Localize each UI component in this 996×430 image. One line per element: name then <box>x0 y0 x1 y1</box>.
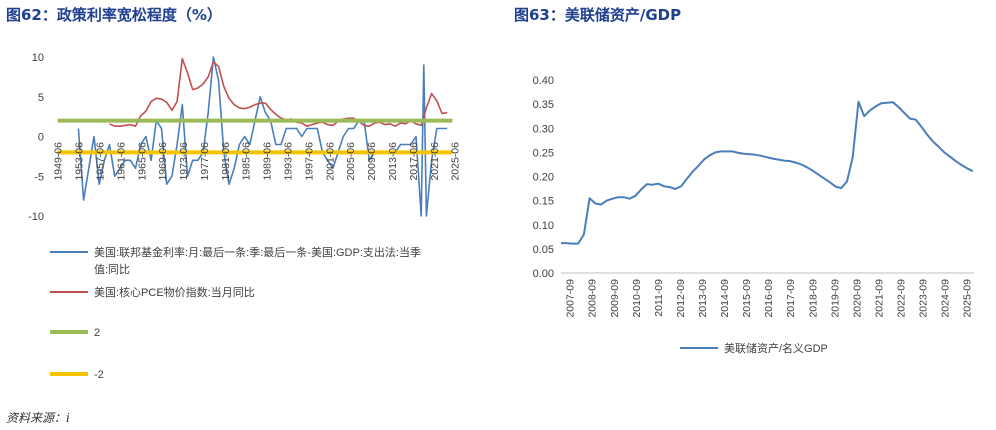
x-tick-label: 2017-09 <box>785 279 797 318</box>
x-tick-label: 2005-06 <box>345 142 357 181</box>
legend-label: -2 <box>94 369 104 381</box>
y-tick-label: 0 <box>38 132 44 144</box>
x-tick-label: 2008-09 <box>587 279 599 318</box>
y-tick-label: 10 <box>32 52 44 64</box>
legend-label: 2 <box>94 327 100 339</box>
x-tick-label: 2014-09 <box>719 279 731 318</box>
y-tick-label: 0.40 <box>533 75 554 87</box>
x-tick-label: 2011-09 <box>653 279 665 317</box>
x-tick-label: 2009-09 <box>609 279 621 318</box>
x-tick-label: 2025-09 <box>962 279 974 318</box>
x-tick-label: 2021-09 <box>873 279 885 318</box>
x-tick-label: 1965-06 <box>136 142 148 181</box>
x-tick-label: 1977-06 <box>199 142 211 181</box>
x-tick-label: 2020-09 <box>851 279 863 318</box>
x-tick-label: 2010-09 <box>631 279 643 318</box>
x-tick-label: 1997-06 <box>303 142 315 181</box>
x-tick-label: 2024-09 <box>940 279 952 318</box>
y-tick-label: 0.15 <box>533 196 554 208</box>
legend-label: 美国:联邦基金利率:月:最后一条:季:最后一条-美国:GDP:支出法:当季 <box>94 245 421 259</box>
x-tick-label: 2018-09 <box>807 279 819 318</box>
x-tick-label: 1981-06 <box>220 142 232 181</box>
y-tick-label: 0.05 <box>533 244 554 256</box>
legend-label: 值:同比 <box>94 263 130 276</box>
y-tick-label: 0.00 <box>533 268 554 280</box>
x-tick-label: 1993-06 <box>283 142 295 181</box>
x-tick-label: 1949-06 <box>53 142 65 181</box>
x-tick-label: 2012-09 <box>675 279 687 318</box>
legend-label: 美国:核心PCE物价指数:当月同比 <box>94 285 255 299</box>
x-tick-label: 1953-06 <box>74 142 86 181</box>
x-tick-label: 2022-09 <box>896 279 908 318</box>
y-tick-label: -5 <box>34 171 44 183</box>
x-tick-label: 2001-06 <box>324 142 336 181</box>
x-tick-label: 2007-09 <box>565 279 577 318</box>
x-tick-label: 1969-06 <box>157 142 169 181</box>
x-tick-label: 2021-06 <box>429 142 441 181</box>
x-tick-label: 1961-06 <box>115 142 127 181</box>
y-tick-label: 0.35 <box>533 99 554 111</box>
x-tick-label: 2016-09 <box>763 279 775 318</box>
right-chart-title: 图63：美联储资产/GDP <box>514 6 682 24</box>
policy-rate-chart: 10 5 0 -5 -10 1949-06 1953-06 1957-06 1961-06 196… <box>28 52 462 381</box>
y-tick-label: 0.20 <box>533 172 554 184</box>
legend-label: 美联储资产/名义GDP <box>724 341 828 355</box>
y-tick-label: 0.30 <box>533 123 554 135</box>
series-line-0 <box>561 100 974 245</box>
x-tick-label: 2009-06 <box>366 142 378 181</box>
x-tick-label: 2015-09 <box>741 279 753 318</box>
left-chart-title: 图62：政策利率宽松程度（%） <box>6 6 222 24</box>
x-tick-label: 2013-09 <box>697 279 709 318</box>
source-note: 资料来源：i <box>6 411 70 425</box>
x-tick-label: 1985-06 <box>241 142 253 181</box>
fed-assets-gdp-chart: 0.00 0.05 0.10 0.15 0.20 0.25 0.30 0.35 0.40 2007… <box>533 75 974 355</box>
y-tick-label: 0.25 <box>533 147 554 159</box>
series-line-0 <box>77 56 448 217</box>
x-tick-label: 2023-09 <box>918 279 930 318</box>
x-tick-label: 2017-06 <box>408 142 420 181</box>
y-tick-label: -10 <box>28 211 44 223</box>
series-line-1 <box>109 57 448 127</box>
x-tick-label: 1957-06 <box>94 142 106 181</box>
x-tick-label: 1989-06 <box>262 142 274 181</box>
x-tick-label: 2013-06 <box>387 142 399 181</box>
y-tick-label: 0.10 <box>533 220 554 232</box>
x-tick-label: 1973-06 <box>178 142 190 181</box>
y-tick-label: 5 <box>38 92 44 104</box>
x-tick-label: 2025-06 <box>450 142 462 181</box>
x-tick-label: 2019-09 <box>829 279 841 318</box>
